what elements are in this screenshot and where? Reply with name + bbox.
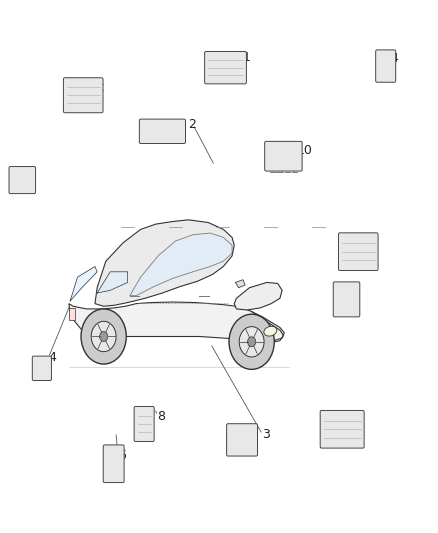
Polygon shape <box>70 266 97 301</box>
Text: 13: 13 <box>20 166 36 179</box>
Text: 11: 11 <box>331 285 347 298</box>
Polygon shape <box>130 233 232 296</box>
FancyBboxPatch shape <box>333 282 360 317</box>
Text: 12: 12 <box>90 81 106 94</box>
FancyBboxPatch shape <box>339 233 378 270</box>
FancyBboxPatch shape <box>134 407 154 441</box>
FancyBboxPatch shape <box>226 424 258 456</box>
Text: 1: 1 <box>243 51 251 63</box>
Circle shape <box>247 337 256 347</box>
Text: 6: 6 <box>118 449 126 462</box>
Text: 3: 3 <box>262 428 270 441</box>
FancyBboxPatch shape <box>320 410 364 448</box>
Polygon shape <box>69 302 284 341</box>
Text: 10: 10 <box>297 144 312 157</box>
Circle shape <box>239 327 264 357</box>
Text: 8: 8 <box>157 409 165 423</box>
Ellipse shape <box>264 326 277 336</box>
FancyBboxPatch shape <box>205 52 247 84</box>
FancyBboxPatch shape <box>9 166 35 193</box>
Polygon shape <box>236 280 245 288</box>
Bar <box>69 308 74 319</box>
Circle shape <box>81 309 126 364</box>
FancyBboxPatch shape <box>376 50 396 82</box>
Circle shape <box>91 321 116 352</box>
Text: 2: 2 <box>188 118 196 131</box>
Polygon shape <box>234 282 282 310</box>
Text: 14: 14 <box>384 52 399 64</box>
FancyBboxPatch shape <box>265 141 302 171</box>
FancyBboxPatch shape <box>103 445 124 482</box>
FancyBboxPatch shape <box>139 119 185 143</box>
Circle shape <box>229 314 274 369</box>
FancyBboxPatch shape <box>32 356 51 381</box>
Polygon shape <box>95 220 234 306</box>
Circle shape <box>99 332 108 342</box>
Polygon shape <box>97 272 127 293</box>
Text: 4: 4 <box>48 351 56 364</box>
Text: 7: 7 <box>344 415 352 428</box>
FancyBboxPatch shape <box>64 78 103 113</box>
Text: 5: 5 <box>367 240 375 253</box>
